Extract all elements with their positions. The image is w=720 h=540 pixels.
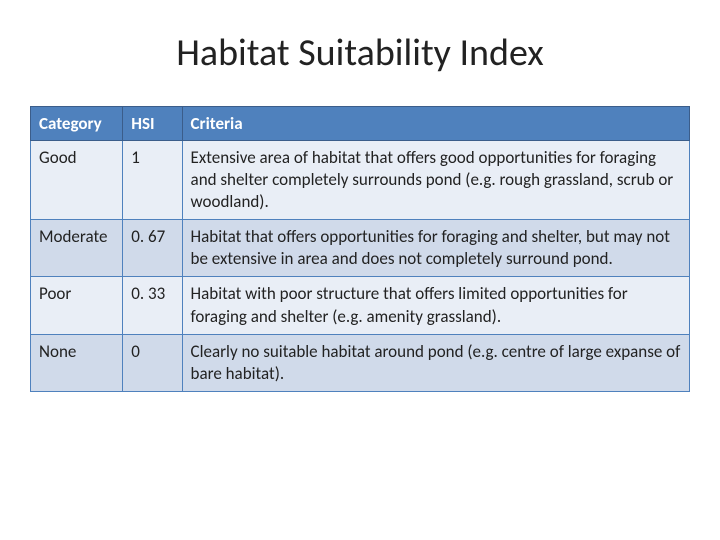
col-header-category: Category bbox=[31, 107, 123, 141]
cell-category: None bbox=[31, 334, 123, 391]
col-header-criteria: Criteria bbox=[182, 107, 689, 141]
table-header-row: Category HSI Criteria bbox=[31, 107, 690, 141]
table-row: Good 1 Extensive area of habitat that of… bbox=[31, 141, 690, 220]
col-header-hsi: HSI bbox=[123, 107, 182, 141]
cell-criteria: Habitat that offers opportunities for fo… bbox=[182, 220, 689, 277]
hsi-table: Category HSI Criteria Good 1 Extensive a… bbox=[30, 106, 690, 392]
cell-hsi: 0. 33 bbox=[123, 277, 182, 334]
cell-hsi: 1 bbox=[123, 141, 182, 220]
table-row: Moderate 0. 67 Habitat that offers oppor… bbox=[31, 220, 690, 277]
table-row: None 0 Clearly no suitable habitat aroun… bbox=[31, 334, 690, 391]
cell-hsi: 0 bbox=[123, 334, 182, 391]
page-title: Habitat Suitability Index bbox=[30, 30, 690, 76]
cell-criteria: Habitat with poor structure that offers … bbox=[182, 277, 689, 334]
cell-category: Moderate bbox=[31, 220, 123, 277]
cell-hsi: 0. 67 bbox=[123, 220, 182, 277]
cell-category: Good bbox=[31, 141, 123, 220]
cell-criteria: Clearly no suitable habitat around pond … bbox=[182, 334, 689, 391]
table-row: Poor 0. 33 Habitat with poor structure t… bbox=[31, 277, 690, 334]
cell-criteria: Extensive area of habitat that offers go… bbox=[182, 141, 689, 220]
cell-category: Poor bbox=[31, 277, 123, 334]
